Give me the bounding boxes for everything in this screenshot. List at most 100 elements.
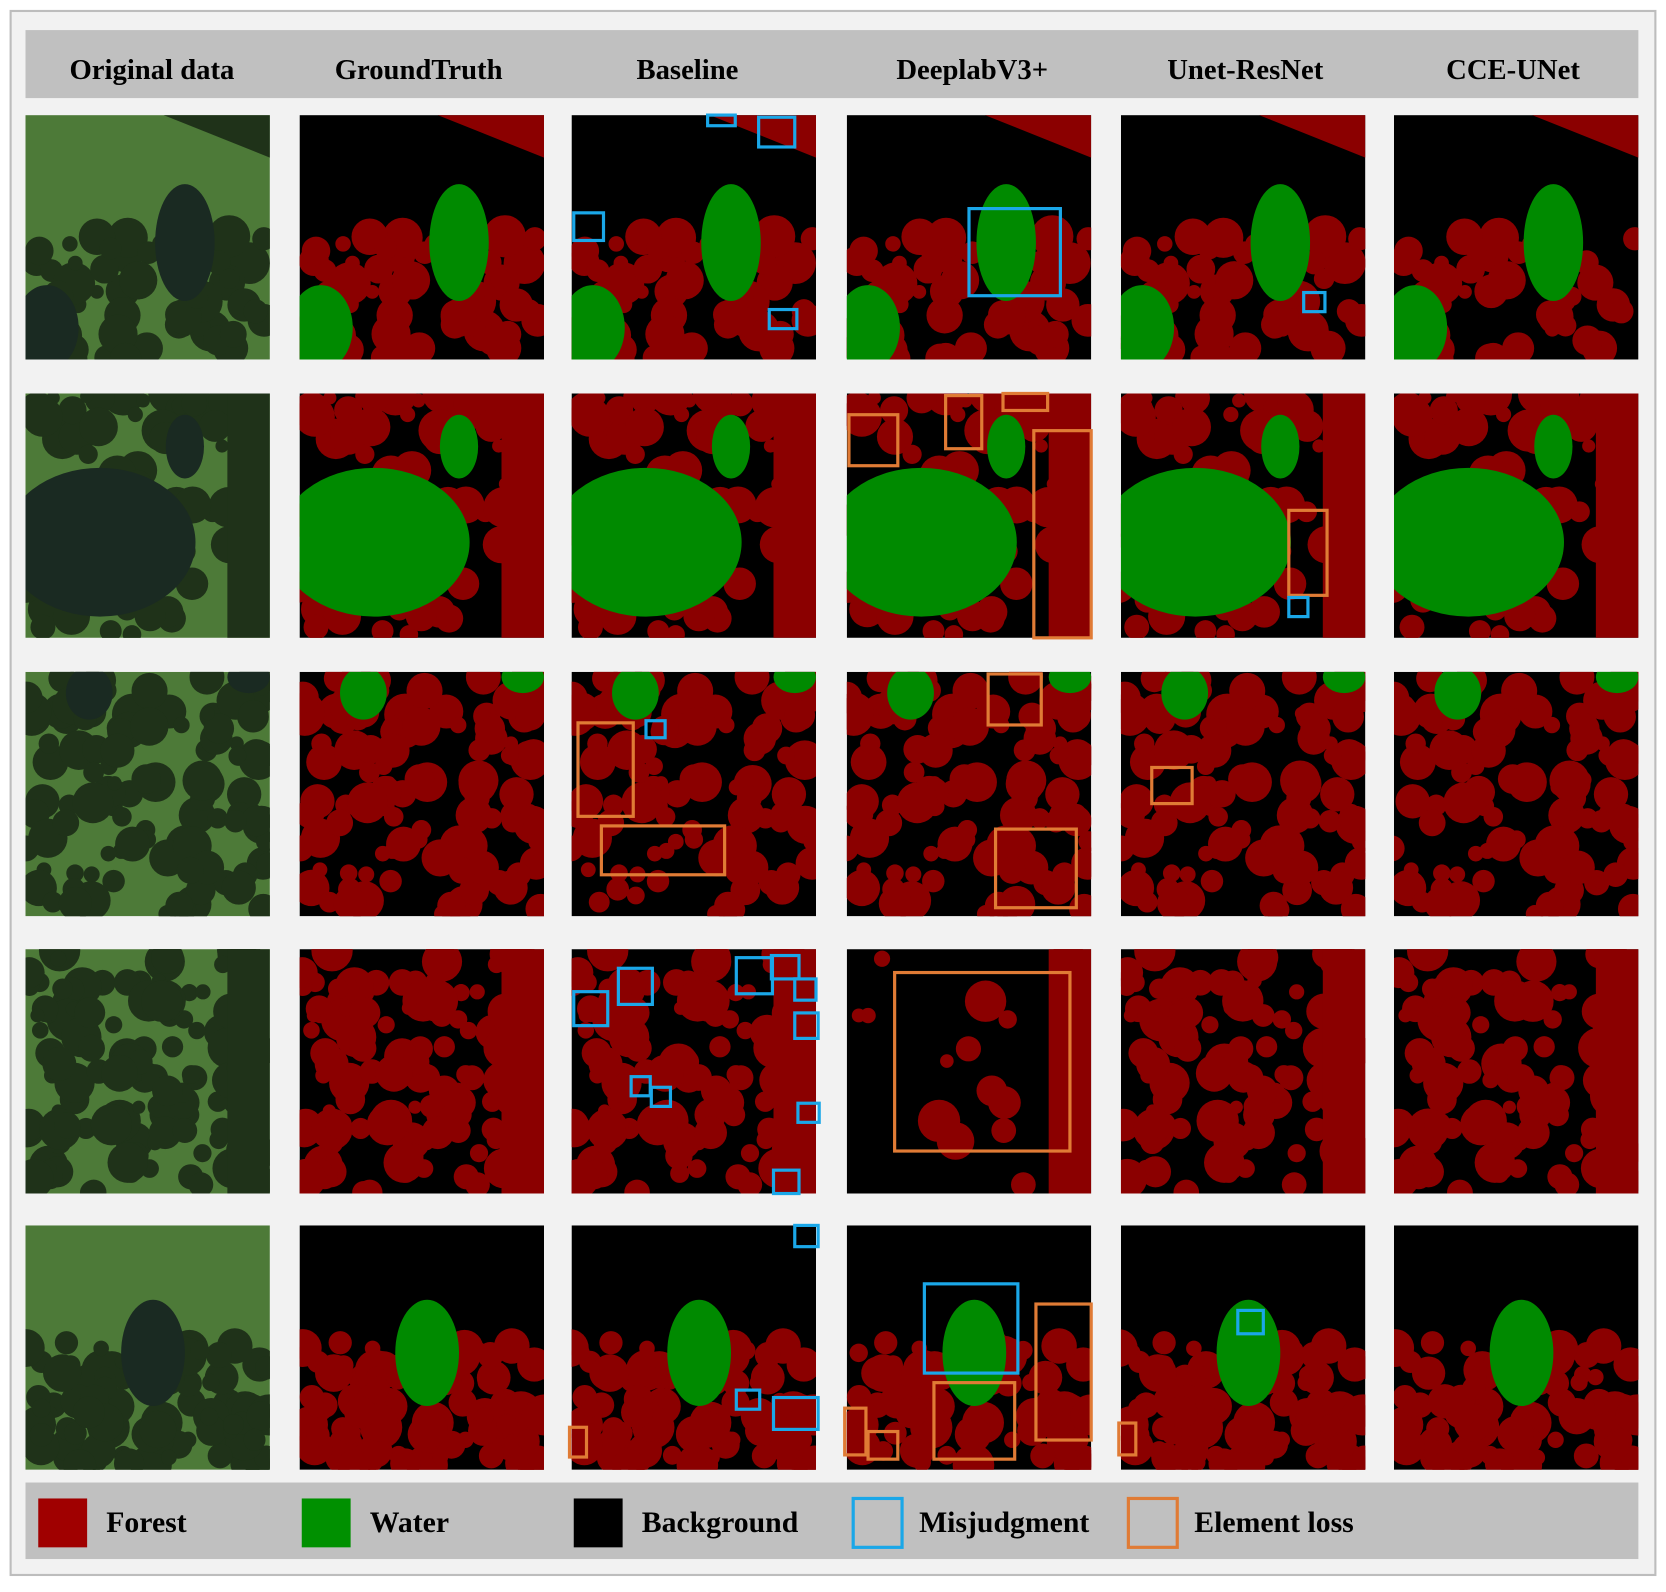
forest-region [1547,1431,1564,1449]
forest-region [902,444,922,464]
forest-region [465,671,501,695]
forest-region [851,1008,866,1023]
forest-region [1532,115,1639,158]
forest-region [1029,250,1054,275]
forest-region [1447,1034,1475,1062]
tree-canopy [42,891,64,913]
forest-region [469,1144,489,1163]
forest-region [1242,1116,1275,1150]
forest-region [1123,1008,1138,1023]
forest-region [1284,1340,1304,1360]
forest-region [1234,1410,1272,1449]
forest-region [984,115,1092,158]
forest-region [1512,980,1554,1022]
forest-region [1397,1423,1421,1447]
forest-region [379,869,402,893]
tree-canopy [139,1410,177,1449]
forest-region [1529,1449,1546,1466]
water-region [887,671,934,720]
forest-region [391,261,431,300]
forest-region [390,1448,421,1470]
forest-region [1424,886,1458,917]
forest-region [1078,1355,1092,1380]
water-region [1120,285,1175,360]
forest-region [1411,1356,1446,1390]
water-region [395,1299,459,1407]
forest-region [327,978,349,1000]
forest-region [1208,807,1228,827]
tree-canopy [246,1401,270,1431]
forest-region [1031,215,1074,258]
forest-region [448,856,476,884]
tree-canopy [122,625,142,638]
forest-region [860,733,881,754]
forest-region [1294,706,1309,721]
tree-canopy [248,893,270,917]
segmentation-map [1120,1225,1366,1470]
forest-region [437,891,466,917]
forest-region [609,1421,633,1445]
misjudgment-box [572,211,606,243]
forest-region [1228,764,1258,794]
forest-region [725,856,752,884]
forest-region [306,744,342,780]
forest-region [477,1373,495,1392]
tree-canopy [130,707,169,746]
forest-region [767,320,794,348]
forest-region [1070,1401,1092,1431]
pond [65,671,113,720]
forest-region [751,713,783,744]
forest-region [1460,1340,1477,1357]
forest-region [374,237,397,260]
water-region [1394,467,1564,617]
forest-region [1046,288,1080,322]
forest-region [662,1445,682,1465]
forest-region [753,215,796,258]
forest-region [1173,444,1193,464]
tree-canopy [151,949,184,974]
forest-region [1010,1172,1036,1194]
forest-region [406,672,443,710]
forest-region [1587,1369,1604,1386]
forest-region [1519,949,1552,974]
forest-region [1426,1417,1450,1441]
forest-region [673,406,690,423]
forest-region [1197,733,1232,768]
misjudgment-box [757,115,797,149]
forest-region [1157,886,1191,917]
forest-region [1465,237,1488,260]
forest-region [1060,700,1092,731]
forest-region [1595,949,1639,1194]
forest-region [387,342,419,360]
forest-region [866,671,895,693]
element-loss-box [1001,391,1050,413]
tree-canopy [202,1373,220,1392]
segmentation-map [299,393,544,638]
forest-region [428,1075,460,1107]
forest-region [339,864,358,882]
forest-region [1449,407,1489,447]
tree-canopy [113,1448,145,1470]
forest-region [1285,1021,1303,1040]
forest-region [1004,1431,1021,1449]
forest-region [611,1449,645,1470]
tree-canopy [43,1354,82,1392]
forest-region [1484,1448,1516,1470]
forest-region [481,808,503,829]
forest-region [918,733,953,768]
legend: Forest Water Background Misjudgment Element … [38,1496,1354,1549]
forest-region [1403,1398,1423,1418]
forest-region [1399,614,1425,638]
forest-region [927,776,942,791]
forest-region [377,1016,395,1034]
forest-region [1399,744,1436,780]
forest-region [1058,740,1092,780]
forest-region [1468,620,1491,638]
forest-region [1204,1142,1245,1183]
forest-region [1229,1100,1243,1114]
forest-region [998,856,1026,884]
forest-region [1299,808,1321,829]
forest-region [646,237,669,260]
forest-region [1201,1016,1219,1034]
misjudgment-box [649,1085,673,1108]
